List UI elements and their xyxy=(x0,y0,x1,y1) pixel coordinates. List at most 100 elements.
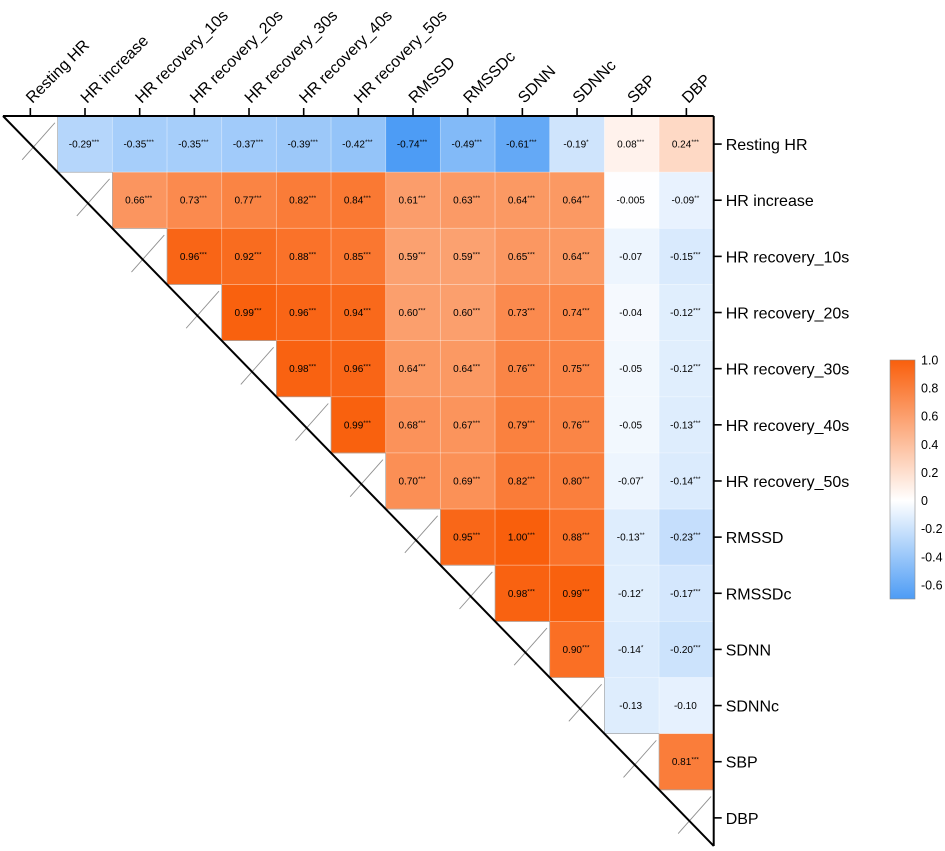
row-label-hr-increase: HR increase xyxy=(726,193,814,210)
cell-label-hr-recovery-20s-sdnn: 0.73*** xyxy=(508,308,536,320)
cell-hr-recovery-20s-dbp xyxy=(659,284,715,341)
cell-resting-hr-rmssdc xyxy=(440,116,496,173)
row-label-dbp: DBP xyxy=(726,811,759,828)
cell-hr-recovery-40s-sdnnc xyxy=(549,396,605,454)
cell-resting-hr-hr-recovery-10s xyxy=(112,116,168,173)
cell-label-resting-hr-rmssdc: -0.49*** xyxy=(451,139,482,151)
cell-sdnn-dbp xyxy=(659,621,715,678)
cell-label-resting-hr-hr-recovery-40s: -0.39*** xyxy=(287,139,318,151)
cell-label-hr-recovery-10s-sdnn: 0.65*** xyxy=(508,251,536,263)
cell-label-hr-recovery-40s-rmssd: 0.68*** xyxy=(398,420,426,432)
cell-hr-recovery-30s-hr-recovery-50s xyxy=(331,340,387,398)
cell-rmssd-dbp xyxy=(659,509,715,566)
diagonal-hatch xyxy=(568,683,602,722)
cell-label-hr-increase-sbp: -0.005 xyxy=(617,196,646,207)
heatmap-cells xyxy=(57,116,715,791)
cell-hr-recovery-30s-rmssd xyxy=(385,340,441,398)
colorbar-tick-label: 0.4 xyxy=(921,438,938,452)
cell-hr-recovery-40s-rmssd xyxy=(385,396,441,454)
cell-label-sdnn-sbp: -0.14* xyxy=(618,644,644,656)
cell-label-resting-hr-hr-recovery-50s: -0.42*** xyxy=(342,139,373,151)
cell-label-hr-recovery-10s-hr-recovery-20s: 0.96*** xyxy=(180,251,208,263)
cell-label-resting-hr-dbp: 0.24*** xyxy=(672,139,700,151)
cell-hr-recovery-20s-rmssd xyxy=(385,284,441,341)
row-label-sbp: SBP xyxy=(726,755,758,772)
cell-hr-recovery-10s-sdnnc xyxy=(549,228,605,285)
cell-label-rmssd-sdnn: 1.00*** xyxy=(508,532,536,544)
colorbar-tick-label: 0 xyxy=(921,494,928,508)
cell-label-hr-recovery-20s-rmssdc: 0.60*** xyxy=(453,308,481,320)
cell-label-hr-increase-hr-recovery-20s: 0.73*** xyxy=(180,195,208,207)
cell-label-hr-recovery-10s-rmssdc: 0.59*** xyxy=(453,251,481,263)
cell-hr-recovery-40s-rmssdc xyxy=(440,396,496,454)
col-label-sdnnc: SDNNc xyxy=(570,57,620,107)
cell-label-rmssd-dbp: -0.23*** xyxy=(670,532,701,544)
cell-hr-recovery-10s-hr-recovery-20s xyxy=(167,228,223,285)
cell-hr-recovery-30s-sdnnc xyxy=(549,340,605,398)
cell-label-rmssd-sbp: -0.13** xyxy=(617,532,645,544)
cell-hr-increase-sbp xyxy=(604,172,660,229)
cell-resting-hr-sdnn xyxy=(495,116,551,173)
cell-hr-recovery-10s-hr-recovery-40s xyxy=(276,228,332,285)
row-label-sdnn: SDNN xyxy=(726,642,771,659)
cell-label-hr-recovery-50s-sbp: -0.07* xyxy=(618,476,644,488)
cell-hr-increase-hr-recovery-10s xyxy=(112,172,168,229)
colorbar-gradient xyxy=(889,359,916,600)
cell-hr-recovery-20s-hr-recovery-40s xyxy=(276,284,332,341)
cell-label-resting-hr-rmssd: -0.74*** xyxy=(397,139,428,151)
cell-resting-hr-hr-recovery-30s xyxy=(221,116,277,173)
diagonal-hatch xyxy=(21,122,56,161)
diagonal-hatch xyxy=(240,347,274,385)
diagonal-hatch xyxy=(623,740,657,778)
cell-label-hr-recovery-30s-sbp: -0.05 xyxy=(619,364,642,375)
cell-hr-recovery-20s-rmssdc xyxy=(440,284,496,341)
row-label-resting-hr: Resting HR xyxy=(726,137,808,154)
cell-label-hr-recovery-50s-rmssd: 0.70*** xyxy=(398,476,426,488)
cell-label-sdnnc-dbp: -0.10 xyxy=(674,701,697,712)
cell-label-hr-recovery-50s-rmssdc: 0.69*** xyxy=(453,476,481,488)
cell-rmssd-sdnn xyxy=(495,509,551,566)
cell-label-resting-hr-sbp: 0.08*** xyxy=(617,139,645,151)
cell-label-hr-recovery-30s-hr-recovery-50s: 0.96*** xyxy=(344,364,372,376)
hypotenuse-line xyxy=(2,115,715,847)
cell-rmssd-rmssdc xyxy=(440,509,496,566)
cell-label-hr-recovery-30s-sdnn: 0.76*** xyxy=(508,364,536,376)
cell-hr-recovery-20s-hr-recovery-50s xyxy=(331,284,387,341)
col-label-hr-recovery-40s: HR recovery_40s xyxy=(296,7,395,106)
cell-hr-recovery-10s-sdnn xyxy=(495,228,551,285)
cell-rmssdc-sbp xyxy=(604,565,660,622)
cell-label-hr-recovery-10s-hr-recovery-40s: 0.88*** xyxy=(289,251,317,263)
col-label-hr-recovery-30s: HR recovery_30s xyxy=(242,7,341,106)
cell-label-hr-recovery-10s-hr-recovery-30s: 0.92*** xyxy=(234,251,262,263)
cell-label-hr-recovery-40s-rmssdc: 0.67*** xyxy=(453,420,481,432)
cell-sdnnc-sbp xyxy=(604,677,660,735)
col-label-hr-recovery-20s: HR recovery_20s xyxy=(187,7,286,106)
cell-label-hr-recovery-50s-dbp: -0.14*** xyxy=(670,476,701,488)
colorbar: 1.0 0.8 0.6 0.4 0.2 0 -0.2 -0.4 -0.6 xyxy=(889,354,943,600)
cell-hr-increase-hr-recovery-20s xyxy=(167,172,223,229)
diagonal-hatch xyxy=(295,403,329,441)
col-label-rmssdc: RMSSDc xyxy=(461,48,520,107)
cell-hr-recovery-40s-hr-recovery-50s xyxy=(331,396,387,454)
cell-label-sdnnc-sbp: -0.13 xyxy=(619,701,642,712)
cell-label-hr-recovery-40s-dbp: -0.13*** xyxy=(670,420,701,432)
cell-hr-recovery-10s-rmssd xyxy=(385,228,441,285)
cell-label-rmssdc-sdnn: 0.98*** xyxy=(508,588,536,600)
cell-label-sdnn-sdnnc: 0.90*** xyxy=(563,644,591,656)
cell-label-rmssdc-dbp: -0.17*** xyxy=(670,588,701,600)
cell-label-hr-recovery-10s-rmssd: 0.59*** xyxy=(398,251,426,263)
diagonal-hatch xyxy=(76,178,110,217)
cell-hr-recovery-50s-sdnn xyxy=(495,452,551,510)
cell-hr-recovery-10s-sbp xyxy=(604,228,660,285)
cell-resting-hr-rmssd xyxy=(385,116,441,173)
cell-hr-recovery-40s-dbp xyxy=(659,396,715,454)
cell-label-hr-increase-hr-recovery-40s: 0.82*** xyxy=(289,195,317,207)
cell-label-hr-recovery-30s-sdnnc: 0.75*** xyxy=(563,364,591,376)
cell-hr-recovery-10s-hr-recovery-30s xyxy=(221,228,277,285)
cell-resting-hr-sdnnc xyxy=(549,116,605,173)
diagonal-hatch xyxy=(131,234,165,273)
cell-rmssdc-sdnnc xyxy=(549,565,605,622)
cell-hr-recovery-30s-dbp xyxy=(659,340,715,398)
cell-sdnn-sbp xyxy=(604,621,660,678)
